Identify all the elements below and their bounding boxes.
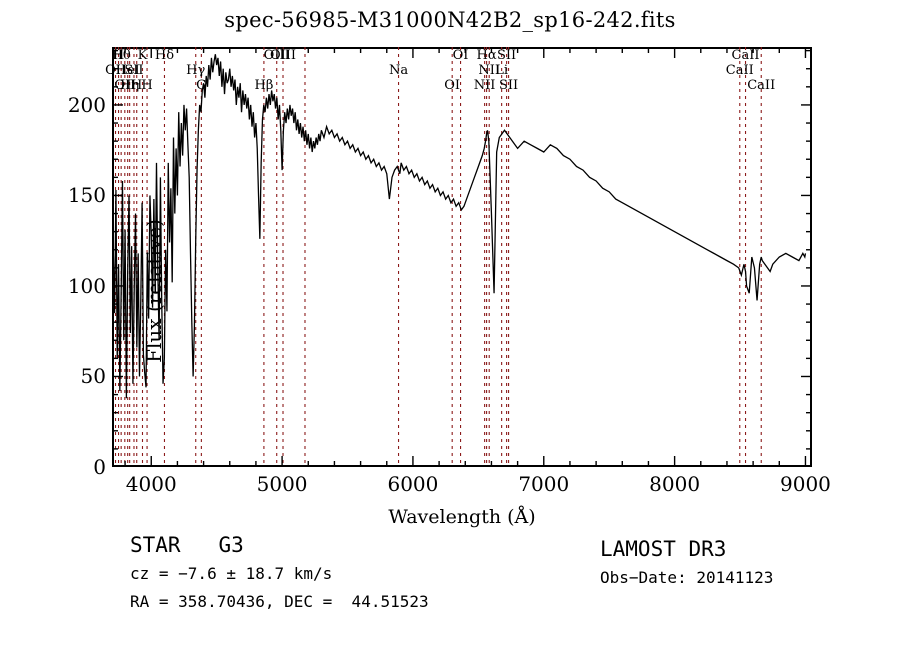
- y-axis-tick-labels: 0 50 100 150 200: [44, 47, 106, 477]
- x-tick-label: 5000: [256, 472, 308, 496]
- y-tick-label: 100: [67, 273, 106, 298]
- object-info-block: STAR G3 cz = −7.6 ± 18.7 km/s RA = 358.7…: [130, 530, 600, 616]
- survey-name: LAMOST DR3: [600, 537, 727, 561]
- page-title: spec-56985-M31000N42B2_sp16-242.fits: [224, 8, 676, 32]
- y-tick-label: 0: [93, 455, 106, 479]
- x-axis-tick-labels: 4000 5000 6000 7000 8000 9000: [112, 472, 831, 500]
- spectrum-chart-svg: [112, 47, 812, 467]
- obs-date-line: Obs−Date: 20141123: [600, 568, 774, 587]
- y-axis-title: Flux (relative): [142, 219, 166, 363]
- y-tick-label: 50: [80, 364, 106, 389]
- x-tick-label: 7000: [518, 472, 570, 496]
- coordinates-line: RA = 358.70436, DEC = 44.51523: [130, 592, 429, 611]
- x-tick-label: 9000: [780, 472, 831, 496]
- spectrum-trace: [112, 54, 807, 466]
- survey-info-block: LAMOST DR3 Obs−Date: 20141123: [600, 534, 890, 592]
- x-tick-label: 4000: [125, 472, 177, 496]
- x-tick-label: 6000: [387, 472, 439, 496]
- x-tick-label: 8000: [649, 472, 701, 496]
- star-class-line: STAR G3: [130, 533, 244, 557]
- x-axis-title: Wavelength (Å): [388, 506, 536, 528]
- y-tick-label: 200: [67, 92, 106, 117]
- y-tick-label: 150: [67, 183, 106, 208]
- redshift-velocity-line: cz = −7.6 ± 18.7 km/s: [130, 564, 333, 583]
- plot-frame: [112, 47, 812, 467]
- spectrum-plot: OII H Hθ OII HeI Hη SII H K H Hδ Hγ G Hβ OIII OIII Na OI O…: [105, 47, 812, 467]
